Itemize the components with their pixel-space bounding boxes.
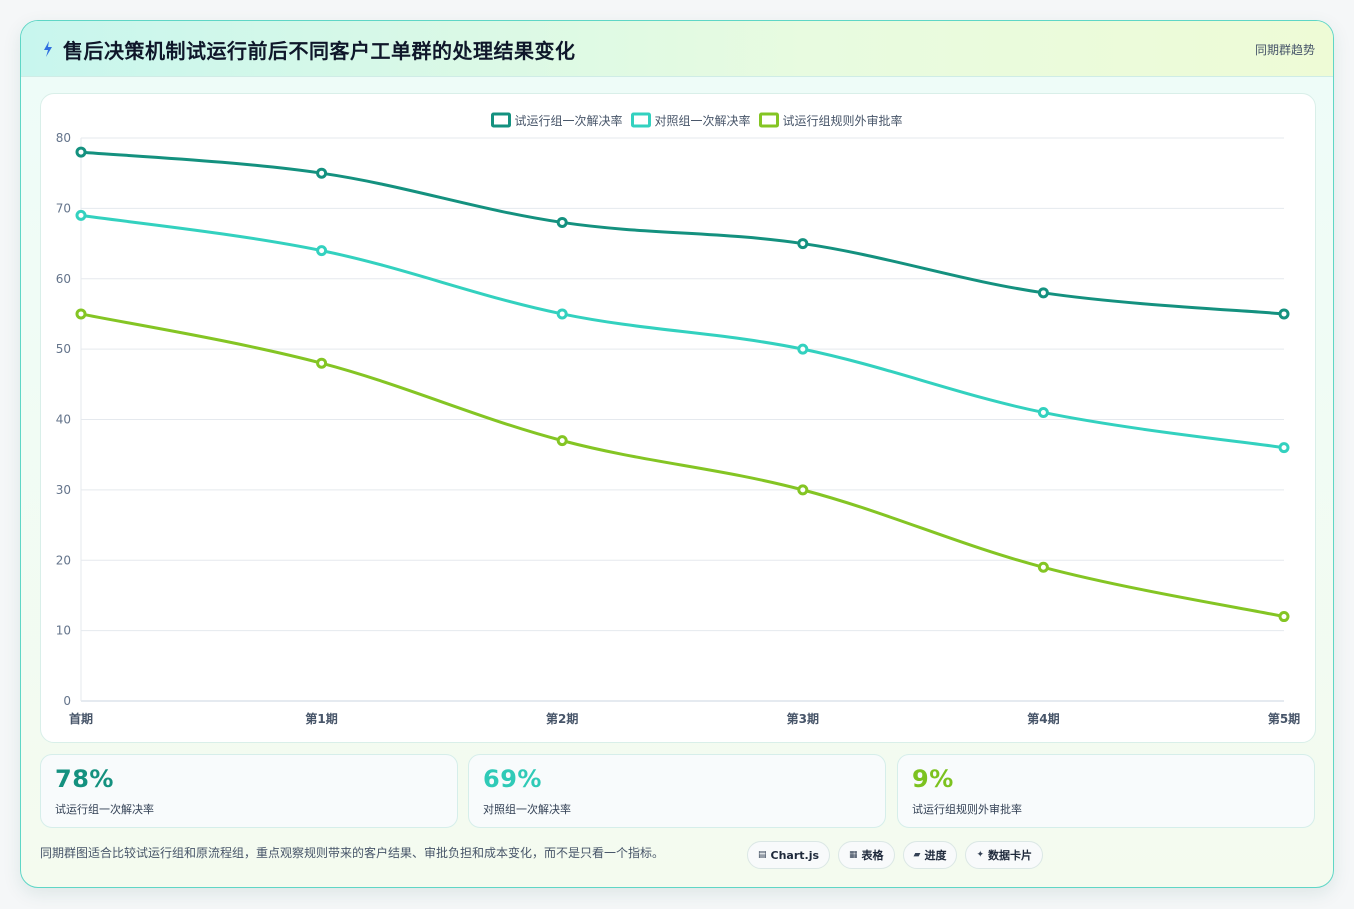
kpi-card-trial-first-resolution: 78% 试运行组一次解决率 — [40, 754, 458, 828]
cohort-trend-badge: 同期群趋势 — [1254, 43, 1315, 57]
x-tick-label: 第4期 — [1027, 711, 1059, 726]
data-point — [1278, 442, 1290, 454]
x-tick-label: 第5期 — [1268, 711, 1300, 726]
footer-note: 同期群图适合比较试运行组和原流程组，重点观察规则带来的客户结果、审批负担和成本变… — [40, 846, 665, 860]
data-point — [797, 343, 809, 355]
chart-card: 售后决策机制试运行前后不同客户工单群的处理结果变化 同期群趋势 0 10 20 30 4… — [20, 20, 1334, 888]
y-tick-label: 20 — [56, 553, 71, 567]
data-point — [797, 484, 809, 496]
tech-chips: ▤ Chart.js ▦ 表格 ▰ 进度 ✦ 数据卡片 — [747, 841, 1044, 869]
chip-progress[interactable]: ▰ 进度 — [902, 841, 958, 869]
kpi-value: 69% — [483, 765, 542, 793]
data-point — [556, 435, 568, 447]
series-line-1 — [80, 150, 1285, 316]
y-tick-label: 80 — [56, 131, 71, 145]
legend-label: 试运行组一次解决率 — [515, 113, 623, 128]
data-point — [1278, 308, 1290, 320]
card-header: 售后决策机制试运行前后不同客户工单群的处理结果变化 同期群趋势 — [21, 21, 1333, 77]
y-tick-label: 60 — [56, 272, 71, 286]
data-point — [556, 216, 568, 228]
data-point — [316, 245, 328, 257]
data-point — [1037, 406, 1049, 418]
chart-icon: ▤ — [758, 850, 767, 860]
legend-label: 试运行组规则外审批率 — [783, 113, 903, 128]
y-tick-label: 30 — [56, 483, 71, 497]
y-tick-label: 70 — [56, 201, 71, 215]
y-tick-label: 40 — [56, 413, 71, 427]
kpi-card-trial-exception-approval: 9% 试运行组规则外审批率 — [897, 754, 1315, 828]
kpi-label: 试运行组一次解决率 — [55, 803, 154, 816]
lightning-icon — [44, 41, 52, 57]
data-point — [1037, 561, 1049, 573]
data-point — [1037, 287, 1049, 299]
legend-swatch — [631, 112, 651, 128]
x-tick-label: 第3期 — [787, 711, 819, 726]
kpi-label: 对照组一次解决率 — [483, 803, 571, 816]
kpi-value: 78% — [55, 765, 114, 793]
data-point — [556, 308, 568, 320]
line-chart: 0 10 20 30 40 50 60 70 80 首期 第1期 第2期 第3期 第4期 第5期 试运行组一次… — [56, 112, 1300, 726]
chip-table[interactable]: ▦ 表格 — [838, 841, 895, 869]
data-point — [316, 357, 328, 369]
chart-panel: 0 10 20 30 40 50 60 70 80 首期 第1期 第2期 第3期 第4期 第5期 试运行组一次… — [40, 93, 1316, 743]
data-point — [75, 146, 87, 158]
progress-icon: ▰ — [913, 850, 921, 860]
chip-chartjs[interactable]: ▤ Chart.js — [747, 841, 831, 869]
x-tick-label: 第1期 — [305, 711, 337, 726]
chip-label: 表格 — [861, 849, 884, 862]
chart-title: 售后决策机制试运行前后不同客户工单群的处理结果变化 — [63, 39, 576, 63]
table-icon: ▦ — [849, 850, 858, 860]
data-point — [1278, 611, 1290, 623]
data-point — [797, 238, 809, 250]
x-tick-label: 第2期 — [546, 711, 578, 726]
y-tick-label: 10 — [56, 624, 71, 638]
data-point — [316, 167, 328, 179]
legend-label: 对照组一次解决率 — [655, 113, 751, 128]
data-point — [75, 209, 87, 221]
chip-data-card[interactable]: ✦ 数据卡片 — [965, 841, 1044, 869]
kpi-value: 9% — [912, 765, 954, 793]
series-line-3 — [80, 312, 1285, 619]
series-line-2 — [80, 213, 1285, 450]
legend-swatch — [491, 112, 511, 128]
kpi-card-control-first-resolution: 69% 对照组一次解决率 — [468, 754, 886, 828]
x-tick-label: 首期 — [69, 711, 93, 726]
y-tick-label: 50 — [56, 342, 71, 356]
legend-swatch — [759, 112, 779, 128]
chip-label: 进度 — [924, 849, 947, 862]
sparkle-icon: ✦ — [976, 850, 985, 860]
chip-label: 数据卡片 — [988, 849, 1033, 862]
chip-label: Chart.js — [770, 848, 820, 862]
y-tick-label: 0 — [63, 694, 71, 708]
kpi-label: 试运行组规则外审批率 — [912, 803, 1022, 816]
data-point — [75, 308, 87, 320]
